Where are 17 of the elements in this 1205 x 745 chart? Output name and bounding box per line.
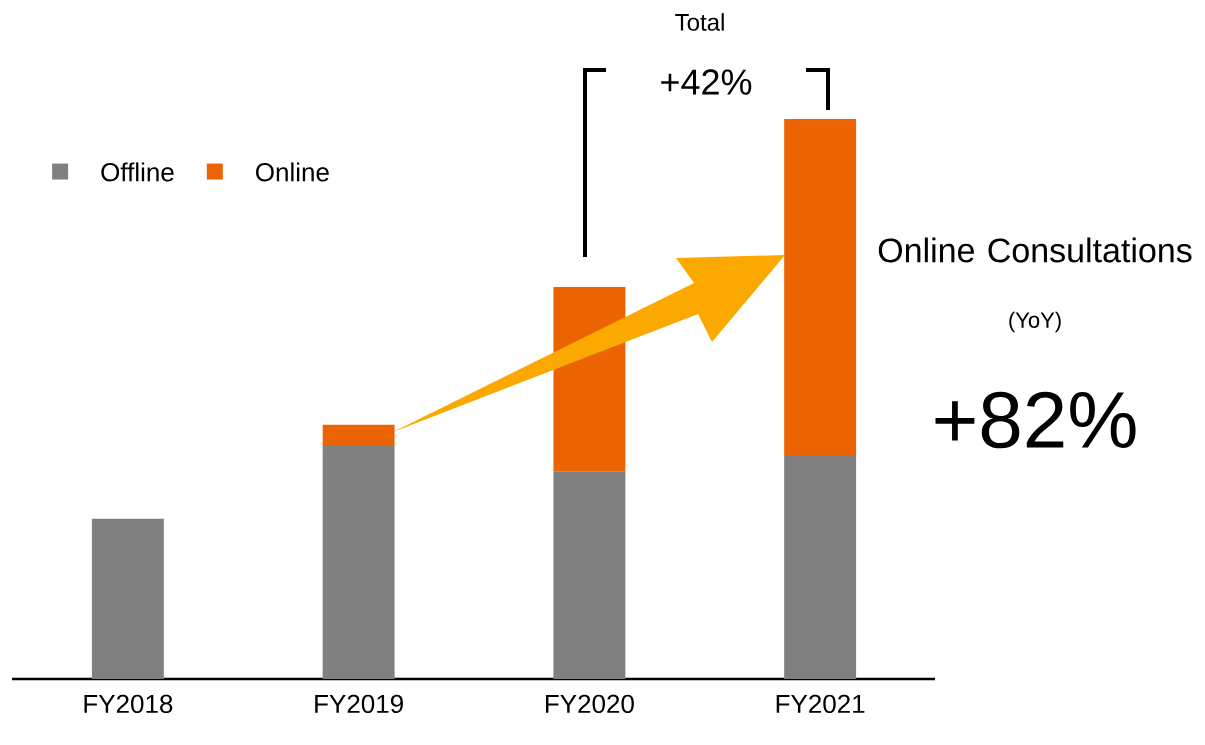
bar	[91, 518, 164, 679]
text: +42%	[661, 69, 752, 95]
legend-label: Offline	[101, 162, 174, 182]
x-tick-label: FY2020	[545, 694, 634, 714]
x-tick-label: FY2018	[84, 694, 173, 714]
x-tick-label: FY2021	[776, 694, 865, 714]
bar	[784, 455, 857, 679]
bar	[553, 471, 626, 679]
annotation: Online Consultations	[878, 237, 1192, 263]
bar	[322, 444, 395, 679]
text: (YoY)	[1009, 311, 1061, 333]
bar	[784, 118, 857, 455]
text: Total	[675, 13, 724, 31]
bar	[322, 424, 395, 445]
legend-label: Online	[256, 162, 329, 182]
text: +82%	[935, 391, 1136, 449]
x-tick-label: FY2019	[315, 694, 403, 714]
